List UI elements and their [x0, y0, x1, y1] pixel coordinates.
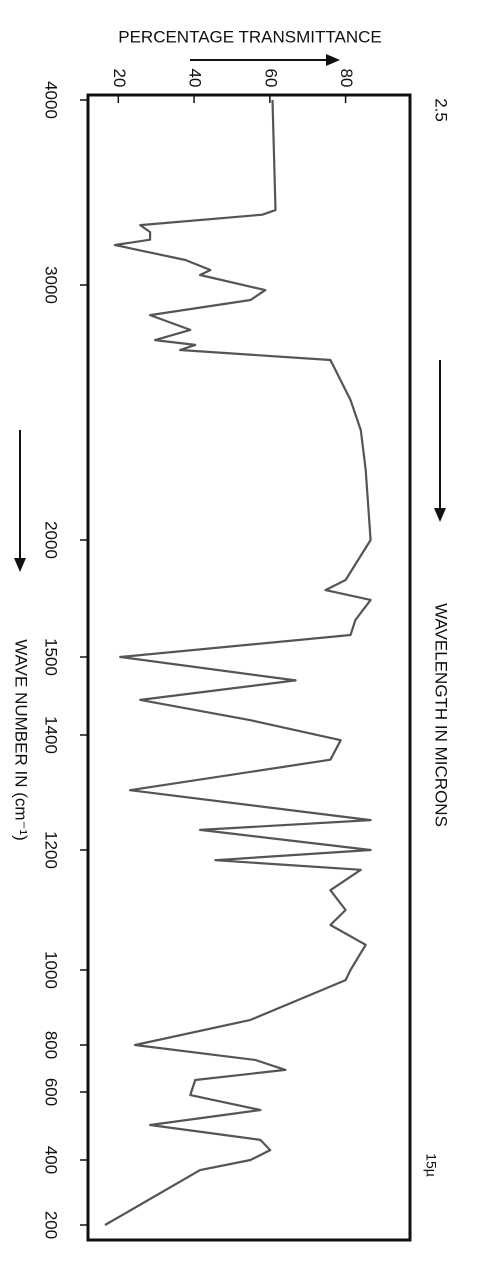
y-tick-label: 60	[261, 69, 280, 88]
annotation: 2.5	[432, 98, 451, 122]
x-tick-label: 3000	[42, 266, 61, 304]
x-tick-label: 200	[42, 1211, 61, 1239]
spectrum-line	[104, 99, 372, 1226]
x-tick-label: 1000	[42, 951, 61, 989]
x-tick-label: 400	[42, 1146, 61, 1174]
x-tick-label: 600	[42, 1078, 61, 1106]
y-tick-label: 40	[186, 69, 205, 88]
x-tick-label: 2000	[42, 521, 61, 559]
x-tick-label: 800	[42, 1031, 61, 1059]
x-tick-label: 1500	[42, 638, 61, 676]
y-axis-label: PERCENTAGE TRANSMITTANCE	[118, 27, 382, 46]
x-tick-label: 4000	[42, 81, 61, 119]
plot-frame	[86, 93, 412, 1242]
arrow-head	[434, 508, 446, 522]
x-tick-label: 1400	[42, 716, 61, 754]
y-tick-label: 20	[110, 69, 129, 88]
x-axis-label: WAVE NUMBER IN (cm⁻¹)	[12, 639, 31, 841]
x-tick-label: 1200	[42, 831, 61, 869]
y-tick-label: 80	[337, 69, 356, 88]
annotation: 15µ	[423, 1153, 439, 1177]
annotation: WAVELENGTH IN MICRONS	[432, 603, 451, 827]
arrow-head	[326, 54, 340, 66]
arrow-head	[14, 558, 26, 572]
